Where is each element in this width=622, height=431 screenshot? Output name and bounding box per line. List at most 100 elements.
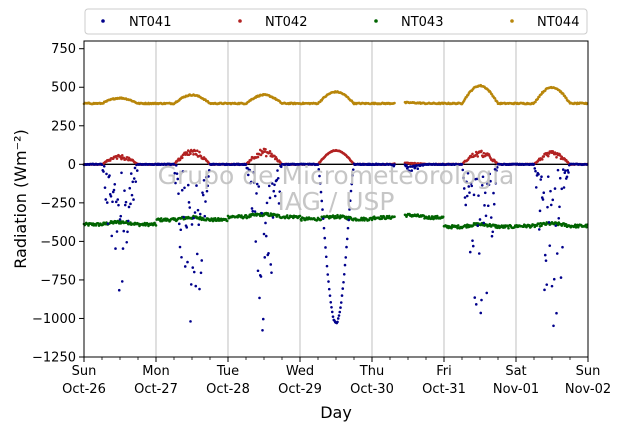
- data-point: [259, 153, 263, 157]
- x-tick-label-weekday: Wed: [286, 364, 314, 379]
- data-point: [460, 163, 464, 166]
- data-point: [494, 182, 498, 185]
- data-point: [115, 230, 119, 233]
- data-point: [324, 246, 327, 249]
- data-point: [344, 256, 348, 259]
- data-point: [123, 189, 126, 192]
- data-point: [180, 156, 184, 160]
- data-point: [465, 194, 469, 198]
- data-point: [124, 200, 128, 204]
- grid-lines: [155, 41, 517, 357]
- legend-item-nt043: NT043: [374, 15, 443, 30]
- data-point: [123, 203, 127, 207]
- data-point: [491, 230, 495, 234]
- data-point: [264, 154, 268, 158]
- data-point: [180, 255, 183, 259]
- data-point: [563, 171, 567, 175]
- data-point: [480, 184, 484, 187]
- data-point: [319, 218, 323, 221]
- data-point: [456, 224, 460, 227]
- data-point: [473, 296, 477, 299]
- data-point: [546, 175, 550, 178]
- data-point: [177, 222, 181, 226]
- data-point: [483, 191, 487, 195]
- data-point: [257, 185, 261, 188]
- data-point: [183, 265, 187, 268]
- data-point: [100, 163, 104, 167]
- legend-marker-nt043: [374, 19, 378, 23]
- data-point: [561, 245, 564, 249]
- data-point: [507, 226, 510, 230]
- y-tick-label: −750: [40, 273, 76, 288]
- data-point: [199, 271, 203, 275]
- data-point: [566, 169, 570, 172]
- data-point: [267, 251, 270, 255]
- data-point: [534, 186, 538, 189]
- data-point: [114, 247, 117, 250]
- y-tick-label: −500: [40, 235, 76, 250]
- data-point: [343, 263, 347, 267]
- data-point: [562, 186, 566, 189]
- data-point: [172, 163, 176, 166]
- data-point: [201, 191, 204, 194]
- data-point: [555, 311, 558, 315]
- data-point: [483, 204, 486, 207]
- x-axis-ticks: Sun Oct-26 Mon Oct-27 Tue Oct-28 Wed Oct-29 Thu O…: [62, 357, 611, 397]
- data-point: [406, 165, 410, 169]
- data-point: [159, 217, 163, 220]
- data-point: [198, 150, 201, 154]
- data-point: [108, 159, 112, 162]
- data-point: [323, 236, 327, 240]
- data-point: [271, 216, 275, 219]
- data-point: [543, 288, 546, 292]
- watermark-line-1: Grupo de Micrometeorologia: [158, 161, 515, 190]
- data-point: [252, 171, 255, 174]
- data-point: [482, 151, 486, 155]
- data-point: [349, 189, 353, 193]
- data-point: [538, 209, 542, 213]
- data-point: [258, 296, 261, 300]
- data-point: [558, 205, 561, 209]
- data-point: [195, 184, 198, 187]
- data-point: [466, 171, 470, 175]
- data-point: [495, 169, 498, 172]
- data-point: [114, 200, 118, 204]
- data-point: [120, 154, 124, 157]
- data-point: [104, 198, 108, 201]
- data-point: [300, 219, 303, 222]
- data-point: [204, 200, 207, 203]
- data-point: [134, 180, 138, 183]
- data-point: [207, 175, 210, 178]
- data-point: [135, 169, 139, 172]
- data-point: [495, 166, 499, 169]
- data-point: [351, 168, 355, 171]
- data-point: [321, 208, 324, 211]
- data-point: [200, 259, 204, 262]
- data-point: [261, 329, 264, 332]
- data-point: [132, 198, 135, 201]
- x-tick-label-date: Oct-26: [62, 382, 106, 397]
- data-point: [249, 158, 253, 161]
- data-point: [549, 189, 552, 193]
- data-point: [269, 263, 273, 266]
- data-point: [487, 153, 491, 156]
- data-point: [393, 101, 396, 105]
- watermark-line-2: IAG / USP: [278, 187, 395, 216]
- data-point: [339, 306, 342, 309]
- data-point: [564, 169, 567, 172]
- data-point: [532, 163, 536, 166]
- legend-label-nt044: NT044: [537, 15, 579, 30]
- data-point: [225, 219, 229, 223]
- data-point: [186, 183, 190, 187]
- data-point: [189, 152, 192, 156]
- data-point: [341, 287, 345, 290]
- data-point: [130, 193, 134, 197]
- data-point: [202, 179, 206, 182]
- x-tick-label-date: Oct-31: [422, 382, 466, 397]
- data-point: [258, 214, 262, 218]
- data-point: [489, 216, 493, 219]
- legend-item-nt044: NT044: [510, 15, 579, 30]
- data-point: [190, 223, 194, 226]
- x-tick-label-date: Oct-29: [278, 382, 322, 397]
- data-point: [557, 216, 561, 220]
